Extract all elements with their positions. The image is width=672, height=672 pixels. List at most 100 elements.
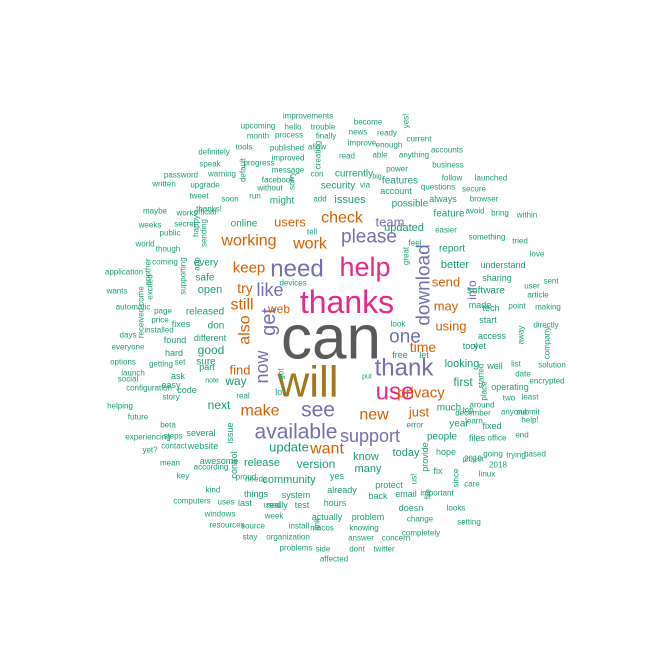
cloud-word: got <box>277 368 286 380</box>
cloud-word: time <box>410 339 437 355</box>
cloud-word: yes <box>330 471 345 481</box>
cloud-word: power <box>386 165 408 174</box>
cloud-word: tools <box>236 143 253 152</box>
cloud-word: website <box>187 441 219 451</box>
cloud-word: list <box>511 360 522 369</box>
cloud-word: computers <box>173 497 210 506</box>
cloud-word: today <box>393 447 420 459</box>
cloud-word: try <box>237 280 253 296</box>
cloud-word: might <box>270 196 295 207</box>
cloud-word: everyone <box>112 343 145 352</box>
cloud-word: current <box>407 135 433 144</box>
cloud-word: need <box>270 256 323 283</box>
cloud-word: sharing <box>482 273 512 283</box>
cloud-word: anyone <box>501 408 528 417</box>
cloud-word: access <box>478 331 507 341</box>
cloud-word: put <box>362 374 372 381</box>
cloud-word: wants <box>106 287 128 296</box>
cloud-word: still <box>230 297 253 314</box>
cloud-word: soon <box>221 195 238 204</box>
cloud-word: devices <box>279 279 306 288</box>
cloud-word: speak <box>199 160 221 169</box>
cloud-word: learn <box>465 417 483 426</box>
cloud-word: real <box>236 392 250 401</box>
cloud-word: configuration <box>126 384 172 393</box>
cloud-word: online <box>231 219 258 230</box>
cloud-word: submit <box>516 408 540 417</box>
cloud-word: two <box>503 394 516 403</box>
cloud-word: end <box>515 431 528 440</box>
cloud-word: look <box>391 320 407 329</box>
cloud-word: fix <box>434 466 444 476</box>
cloud-word: possible <box>392 199 429 210</box>
cloud-word: run <box>249 192 261 201</box>
cloud-word: several <box>186 428 215 438</box>
cloud-word: app <box>193 257 202 271</box>
cloud-word: upgrade <box>190 181 220 190</box>
cloud-word: maybe <box>143 207 168 216</box>
cloud-word: test <box>295 500 310 510</box>
cloud-word: beta <box>160 421 176 430</box>
cloud-word: happy <box>192 215 201 237</box>
cloud-word: away <box>517 326 526 345</box>
cloud-word: resources <box>209 521 244 530</box>
cloud-word: info <box>465 280 479 300</box>
cloud-word: stay <box>243 533 258 542</box>
cloud-word: software <box>467 286 505 297</box>
cloud-word: yet <box>474 341 487 351</box>
cloud-word: use <box>376 379 415 406</box>
cloud-word: days <box>120 331 137 340</box>
cloud-word: important <box>420 489 454 498</box>
cloud-word: enough <box>376 141 403 150</box>
cloud-word: free <box>392 350 408 360</box>
cloud-word: looking <box>445 358 480 370</box>
cloud-word: story <box>162 393 179 402</box>
cloud-word: control <box>229 451 239 478</box>
cloud-word: according <box>194 463 229 472</box>
cloud-word: new <box>359 407 389 424</box>
cloud-word: trying <box>506 451 526 460</box>
cloud-word: easy <box>161 380 181 390</box>
cloud-word: will <box>276 358 338 407</box>
cloud-word: way <box>224 374 246 388</box>
cloud-word: used <box>263 501 280 510</box>
cloud-word: email <box>395 489 417 499</box>
cloud-word: needs <box>245 475 267 484</box>
cloud-word: safe <box>196 273 215 284</box>
cloud-word: world <box>134 240 154 249</box>
cloud-word: updated <box>384 222 424 234</box>
cloud-word: fixes <box>172 319 191 329</box>
cloud-word: able <box>372 151 388 160</box>
cloud-word: improvements <box>283 112 333 121</box>
cloud-word: fixed <box>482 421 501 431</box>
cloud-word: support <box>340 426 400 446</box>
cloud-word: using <box>435 319 466 334</box>
cloud-word: one <box>389 327 421 348</box>
cloud-word: 2018 <box>489 461 507 470</box>
cloud-word: keep <box>233 260 266 277</box>
cloud-word: already <box>327 485 357 495</box>
cloud-word: yes! <box>402 114 411 129</box>
cloud-word: set <box>175 358 186 367</box>
cloud-word: check <box>321 210 364 227</box>
cloud-word: tell <box>307 228 317 237</box>
cloud-word: love <box>530 250 545 259</box>
cloud-word: side <box>316 545 331 554</box>
cloud-word: project <box>462 457 483 464</box>
cloud-word: working <box>220 233 276 250</box>
cloud-word: please <box>341 227 397 248</box>
cloud-word: dont <box>349 545 365 554</box>
cloud-word: completely <box>402 529 440 538</box>
cloud-word: excited <box>146 274 155 299</box>
cloud-word: options <box>110 358 136 367</box>
cloud-word: lot <box>275 387 285 397</box>
cloud-word: directly <box>533 321 558 330</box>
cloud-word: point <box>508 302 526 311</box>
cloud-word: month <box>247 132 269 141</box>
cloud-word: secure <box>462 185 487 194</box>
cloud-word: doesn <box>399 503 424 513</box>
cloud-word: open <box>198 284 222 296</box>
cloud-word: security <box>321 181 355 192</box>
cloud-word: though <box>156 245 180 254</box>
cloud-word: steps <box>163 432 182 441</box>
